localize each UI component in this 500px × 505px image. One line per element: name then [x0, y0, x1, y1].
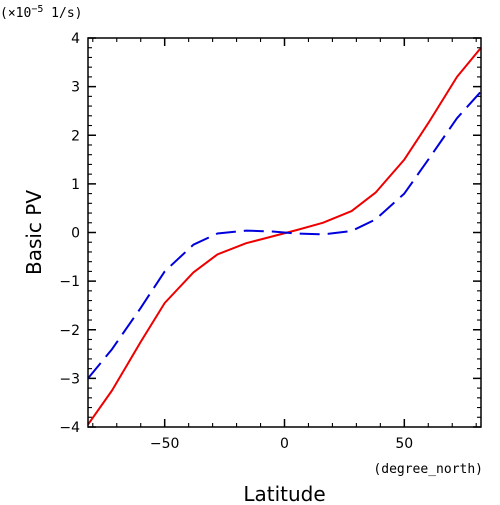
- y-tick-label: 1: [71, 177, 80, 193]
- x-tick-label: 50: [395, 436, 413, 452]
- x-unit-label: (degree_north): [373, 462, 483, 477]
- plot-frame: [87, 37, 482, 428]
- series-group: [87, 47, 482, 426]
- x-axis-title: Latitude: [243, 482, 325, 505]
- y-tick-label: 3: [71, 80, 80, 96]
- y-tick-label: 4: [71, 31, 80, 47]
- y-tick-label: 2: [71, 128, 80, 144]
- y-tick-label: −3: [59, 371, 80, 387]
- axes: −4 −3 −2 −1 0 1 2 3 4 −50 0 50: [59, 31, 481, 452]
- series-line-1: [87, 47, 482, 426]
- y-tick-label: −4: [59, 420, 80, 436]
- x-tick-label: −50: [150, 436, 180, 452]
- y-tick-label: 0: [71, 226, 80, 242]
- y-tick-label: −1: [59, 274, 80, 290]
- plot-border: [87, 37, 482, 428]
- series-line-2: [87, 90, 482, 380]
- x-tick-label: 0: [280, 436, 289, 452]
- y-axis-title: Basic PV: [22, 190, 46, 275]
- axis-labels: (×10−5 1/s) (degree_north) Latitude Basi…: [0, 4, 483, 505]
- y-unit-label: (×10−5 1/s): [0, 4, 83, 22]
- y-tick-label: −2: [59, 323, 80, 339]
